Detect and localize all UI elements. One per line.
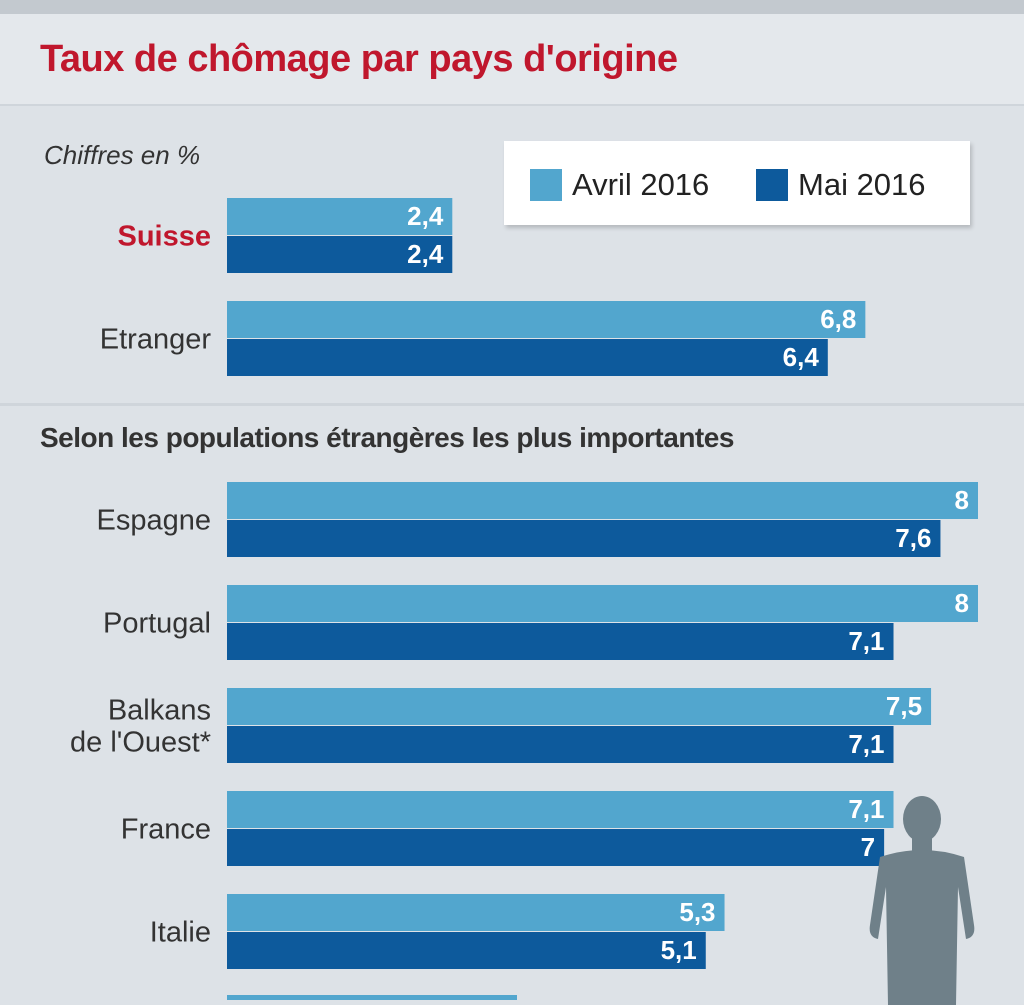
bar-cropped-next-row	[227, 995, 517, 1000]
value-label-france-avril: 7,1	[848, 794, 884, 824]
value-label-balkans-de-l-ouest-mai: 7,1	[848, 729, 884, 759]
legend: Avril 2016 Mai 2016	[504, 141, 970, 225]
bar-suisse-avril	[227, 198, 453, 235]
value-label-portugal-avril: 8	[955, 588, 969, 618]
value-label-suisse-mai: 2,4	[407, 239, 444, 269]
unit-note: Chiffres en %	[44, 140, 201, 170]
section-divider	[0, 403, 1024, 406]
legend-label-mai: Mai 2016	[798, 167, 926, 202]
value-label-portugal-mai: 7,1	[848, 626, 884, 656]
bar-suisse-mai	[227, 236, 453, 273]
value-label-espagne-avril: 8	[955, 485, 969, 515]
bar-espagne-avril	[227, 482, 978, 519]
legend-label-avril: Avril 2016	[572, 167, 710, 202]
bar-france-avril	[227, 791, 894, 828]
legend-item-mai: Mai 2016	[756, 167, 926, 203]
legend-swatch-mai	[756, 169, 788, 201]
bar-france-mai	[227, 829, 885, 866]
category-label-suisse: Suisse	[118, 221, 212, 253]
value-label-italie-mai: 5,1	[661, 935, 697, 965]
header-band: Taux de chômage par pays d'origine	[0, 14, 1024, 106]
person-silhouette-icon	[869, 796, 975, 1005]
value-label-espagne-mai: 7,6	[895, 523, 931, 553]
bar-espagne-mai	[227, 520, 941, 557]
value-label-france-mai: 7	[861, 832, 875, 862]
value-label-balkans-de-l-ouest-avril: 7,5	[886, 691, 922, 721]
bar-portugal-avril	[227, 585, 978, 622]
legend-item-avril: Avril 2016	[530, 167, 709, 203]
category-label-balkans-de-l-ouest: Balkans de l'Ouest*	[70, 695, 211, 759]
bar-etranger-avril	[227, 301, 866, 338]
value-label-etranger-avril: 6,8	[820, 304, 856, 334]
value-label-suisse-avril: 2,4	[407, 201, 444, 231]
bar-balkans-de-l-ouest-mai	[227, 726, 894, 763]
category-label-portugal: Portugal	[103, 608, 211, 640]
bar-etranger-mai	[227, 339, 828, 376]
group-subtitle: Selon les populations étrangères les plu…	[40, 422, 734, 453]
value-label-italie-avril: 5,3	[679, 897, 715, 927]
category-label-france: France	[121, 814, 211, 846]
top-strip	[0, 0, 1024, 14]
value-label-etranger-mai: 6,4	[783, 342, 820, 372]
bar-balkans-de-l-ouest-avril	[227, 688, 932, 725]
category-label-espagne: Espagne	[97, 505, 212, 537]
bar-portugal-mai	[227, 623, 894, 660]
bar-italie-mai	[227, 932, 706, 969]
category-label-etranger: Etranger	[100, 324, 212, 356]
chart-title: Taux de chômage par pays d'origine	[40, 38, 678, 80]
category-label-italie: Italie	[150, 917, 211, 949]
legend-swatch-avril	[530, 169, 562, 201]
bar-italie-avril	[227, 894, 725, 931]
